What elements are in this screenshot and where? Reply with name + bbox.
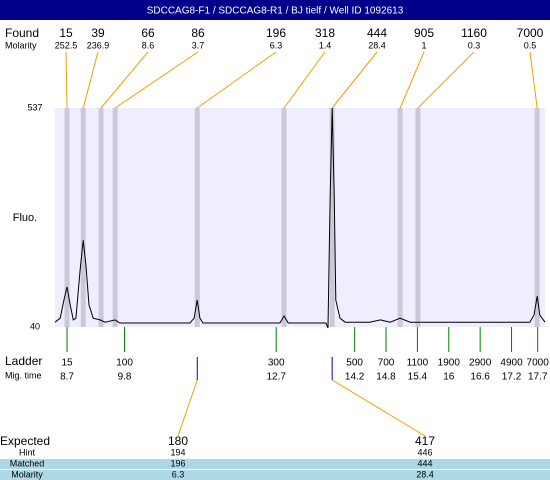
peak-band bbox=[397, 108, 403, 327]
ladder-size: 300 bbox=[268, 358, 285, 369]
matched-molarity: 6.3 bbox=[172, 469, 185, 479]
hint-label: Hint bbox=[19, 447, 36, 457]
ladder-label: Ladder bbox=[5, 354, 42, 368]
matched-size: 444 bbox=[417, 458, 432, 468]
ladder-mig-time: 16 bbox=[443, 372, 455, 383]
peak-band bbox=[415, 108, 421, 327]
peak-leader bbox=[100, 51, 149, 109]
found-size: 15 bbox=[59, 26, 73, 40]
plot-area bbox=[55, 108, 545, 327]
match-leader bbox=[331, 379, 426, 437]
found-molarity: 236.9 bbox=[87, 40, 110, 50]
molarity-row bbox=[0, 470, 550, 480]
found-molarity: 6.3 bbox=[270, 40, 283, 50]
found-size: 905 bbox=[414, 26, 434, 40]
ladder-mig-time: 17.2 bbox=[502, 372, 522, 383]
peak-leader bbox=[417, 51, 475, 109]
peak-leader bbox=[82, 51, 99, 109]
peak-leader bbox=[283, 51, 326, 109]
ladder-mig-time: 12.7 bbox=[266, 372, 286, 383]
peak-band bbox=[534, 108, 540, 327]
ladder-size: 1100 bbox=[407, 358, 429, 369]
ladder-mig-time: 17.7 bbox=[528, 372, 548, 383]
ladder-size: 1900 bbox=[438, 358, 461, 369]
trace bbox=[54, 107, 546, 329]
found-molarity: 1 bbox=[421, 40, 426, 50]
peak-band bbox=[64, 108, 70, 327]
found-size: 444 bbox=[367, 26, 387, 40]
hint-size: 194 bbox=[170, 447, 185, 457]
ladder-size: 500 bbox=[346, 358, 363, 369]
ladder-size: 4900 bbox=[500, 358, 523, 369]
ladder-mig-time: 14.8 bbox=[376, 372, 396, 383]
y-tick-label: 537 bbox=[27, 102, 42, 112]
expected-size: 417 bbox=[415, 434, 435, 448]
ladder-size: 100 bbox=[116, 358, 133, 369]
found-size: 86 bbox=[191, 26, 205, 40]
peak-band bbox=[281, 108, 287, 327]
match-leader bbox=[177, 379, 198, 437]
ladder-mig-time: 14.2 bbox=[345, 372, 365, 383]
molarity-label: Molarity bbox=[5, 40, 37, 50]
found-molarity: 0.3 bbox=[468, 40, 481, 50]
found-molarity: 252.5 bbox=[55, 40, 78, 50]
molarity-label: Molarity bbox=[11, 469, 43, 479]
peak-leader bbox=[529, 51, 538, 109]
ladder-size: 2900 bbox=[469, 358, 492, 369]
found-size: 66 bbox=[141, 26, 155, 40]
title: SDCCAG8-F1 / SDCCAG8-R1 / BJ tielf / Wel… bbox=[147, 6, 404, 17]
ladder-mig-time: 15.4 bbox=[408, 372, 428, 383]
found-size: 1160 bbox=[461, 26, 487, 40]
peak-leader bbox=[399, 51, 425, 109]
found-size: 7000 bbox=[517, 26, 544, 40]
ladder-size: 15 bbox=[61, 358, 73, 369]
peak-band bbox=[194, 108, 200, 327]
peak-leader bbox=[114, 51, 199, 109]
mig-time-label: Mig. time bbox=[5, 370, 42, 380]
y-axis-label: Fluo. bbox=[13, 212, 37, 224]
found-molarity: 1.4 bbox=[319, 40, 332, 50]
title-bar bbox=[0, 0, 550, 20]
ladder-mig-time: 9.8 bbox=[118, 372, 132, 383]
peak-band bbox=[329, 108, 335, 327]
ladder-mig-time: 8.7 bbox=[60, 372, 74, 383]
found-molarity: 28.4 bbox=[368, 40, 386, 50]
peak-leader bbox=[65, 51, 68, 109]
expected-label: Expected bbox=[0, 434, 50, 448]
found-size: 318 bbox=[315, 26, 335, 40]
matched-label: Matched bbox=[10, 458, 45, 468]
ladder-size: 7000 bbox=[527, 358, 550, 369]
ladder-mig-time: 16.6 bbox=[470, 372, 490, 383]
found-molarity: 8.6 bbox=[142, 40, 155, 50]
peak-band bbox=[80, 108, 86, 327]
peak-band bbox=[98, 108, 104, 327]
matched-row bbox=[0, 459, 550, 469]
peak-leader bbox=[331, 51, 378, 109]
found-molarity: 0.5 bbox=[524, 40, 537, 50]
matched-molarity: 28.4 bbox=[416, 469, 434, 479]
expected-size: 180 bbox=[168, 434, 188, 448]
found-size: 39 bbox=[91, 26, 105, 40]
peak-leader bbox=[196, 51, 277, 109]
found-molarity: 3.7 bbox=[192, 40, 205, 50]
peak-band bbox=[112, 108, 118, 327]
found-size: 196 bbox=[266, 26, 286, 40]
found-label: Found bbox=[5, 26, 39, 40]
y-tick-label: 40 bbox=[30, 321, 40, 331]
matched-size: 196 bbox=[170, 458, 185, 468]
hint-size: 446 bbox=[417, 447, 432, 457]
ladder-size: 700 bbox=[378, 358, 395, 369]
